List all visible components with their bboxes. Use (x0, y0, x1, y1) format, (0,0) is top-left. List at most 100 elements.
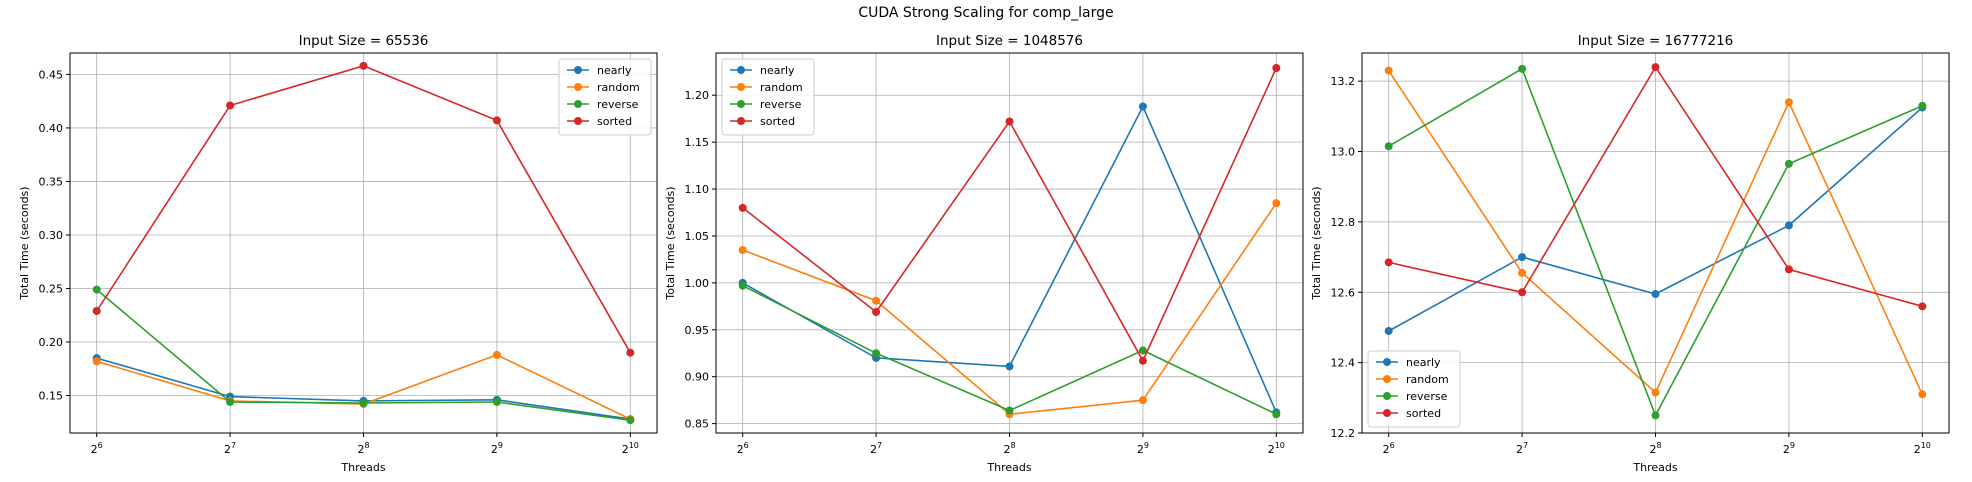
chart-panel-3: 26 27 28 29 210 12.2 12.4 12.6 12.8 13.0 13.2 Input… (1310, 33, 1950, 474)
legend-box (558, 58, 652, 136)
x-tick-label: 27 (870, 441, 882, 456)
y-tick-label: 0.15 (39, 390, 64, 403)
chart-title: Input Size = 65536 (299, 33, 429, 49)
x-tick-label: 26 (737, 441, 749, 456)
data-point-reverse (226, 397, 235, 406)
legend: nearly random reverse sorted (721, 58, 815, 136)
y-tick-label: 0.85 (685, 418, 710, 431)
data-point-random (1651, 388, 1660, 397)
data-point-reverse (92, 285, 101, 294)
legend-label-nearly: nearly (760, 64, 795, 77)
x-tick-label: 29 (1783, 441, 1795, 456)
x-tick-label: 27 (224, 441, 236, 456)
chart-title: Input Size = 16777216 (1578, 33, 1734, 49)
legend: nearly random reverse sorted (1367, 350, 1461, 428)
data-point-reverse (492, 397, 501, 406)
legend-label-reverse: reverse (597, 98, 639, 111)
data-point-nearly (1005, 362, 1014, 371)
data-point-nearly (1784, 221, 1793, 230)
legend-label-random: random (1406, 373, 1449, 386)
legend: nearly random reverse sorted (558, 58, 652, 136)
data-point-nearly (1651, 290, 1660, 299)
data-point-sorted (1005, 117, 1014, 126)
y-tick-label: 0.35 (39, 175, 64, 188)
legend-marker-sorted (1383, 409, 1391, 417)
x-tick-label: 27 (1516, 441, 1528, 456)
legend-label-nearly: nearly (1406, 356, 1441, 369)
y-tick-label: 0.90 (685, 371, 710, 384)
x-tick-label: 26 (91, 441, 103, 456)
data-point-nearly (1518, 253, 1527, 262)
y-tick-label: 0.30 (39, 229, 64, 242)
legend-label-reverse: reverse (760, 98, 802, 111)
legend-label-random: random (597, 81, 640, 94)
data-point-random (738, 246, 747, 255)
legend-marker-sorted (737, 117, 745, 125)
legend-label-reverse: reverse (1406, 390, 1448, 403)
data-point-nearly (1138, 102, 1147, 111)
legend-marker-random (737, 83, 745, 91)
data-point-reverse (738, 281, 747, 290)
y-tick-label: 0.20 (39, 336, 64, 349)
legend-marker-reverse (737, 100, 745, 108)
data-point-reverse (1918, 101, 1927, 110)
y-tick-label: 13.0 (1331, 146, 1356, 159)
y-tick-label: 12.4 (1331, 357, 1356, 370)
data-point-sorted (1784, 265, 1793, 274)
data-point-reverse (1651, 411, 1660, 420)
data-point-sorted (92, 306, 101, 315)
legend-marker-random (1383, 375, 1391, 383)
data-point-reverse (1384, 142, 1393, 151)
data-point-random (1518, 268, 1527, 277)
legend-label-random: random (760, 81, 803, 94)
x-tick-label: 28 (1003, 441, 1015, 456)
legend-marker-nearly (574, 66, 582, 74)
data-point-sorted (226, 101, 235, 110)
y-axis-label: Total Time (seconds) (664, 186, 677, 300)
data-point-sorted (1518, 288, 1527, 297)
y-tick-label: 1.00 (685, 277, 710, 290)
x-tick-label: 26 (1383, 441, 1395, 456)
data-point-random (1272, 199, 1281, 208)
data-point-sorted (1272, 64, 1281, 73)
data-point-reverse (1272, 410, 1281, 419)
data-point-random (1784, 98, 1793, 107)
legend-marker-random (574, 83, 582, 91)
legend-label-nearly: nearly (597, 64, 632, 77)
legend-label-sorted: sorted (1406, 407, 1441, 420)
x-tick-label: 29 (1137, 441, 1149, 456)
x-tick-label: 28 (1649, 441, 1661, 456)
y-tick-label: 0.45 (39, 68, 64, 81)
y-tick-label: 13.2 (1331, 75, 1356, 88)
chart-title: Input Size = 1048576 (936, 33, 1083, 49)
x-tick-label: 29 (491, 441, 503, 456)
data-point-random (872, 296, 881, 305)
y-tick-label: 1.10 (685, 183, 710, 196)
legend-marker-sorted (574, 117, 582, 125)
y-tick-label: 0.25 (39, 282, 64, 295)
data-point-reverse (359, 399, 368, 408)
data-point-reverse (1138, 346, 1147, 355)
y-tick-label: 1.20 (685, 89, 710, 102)
y-tick-label: 1.05 (685, 230, 710, 243)
x-tick-label: 210 (622, 441, 639, 456)
data-point-random (1384, 66, 1393, 75)
data-point-sorted (738, 203, 747, 212)
data-point-reverse (1005, 406, 1014, 415)
legend-marker-nearly (737, 66, 745, 74)
x-axis-label: Threads (986, 461, 1031, 474)
y-tick-label: 12.6 (1331, 286, 1356, 299)
chart-panel-1: 26 27 28 29 210 0.15 0.20 0.25 0.30 0.35 0.40 0.45 I… (18, 33, 658, 474)
legend-box (721, 58, 815, 136)
data-point-reverse (872, 349, 881, 358)
legend-label-sorted: sorted (760, 115, 795, 128)
x-tick-label: 210 (1914, 441, 1931, 456)
data-point-random (92, 357, 101, 366)
data-point-reverse (626, 416, 635, 425)
y-axis-label: Total Time (seconds) (18, 186, 31, 300)
data-point-sorted (626, 348, 635, 357)
legend-marker-reverse (1383, 392, 1391, 400)
data-point-sorted (1651, 63, 1660, 72)
